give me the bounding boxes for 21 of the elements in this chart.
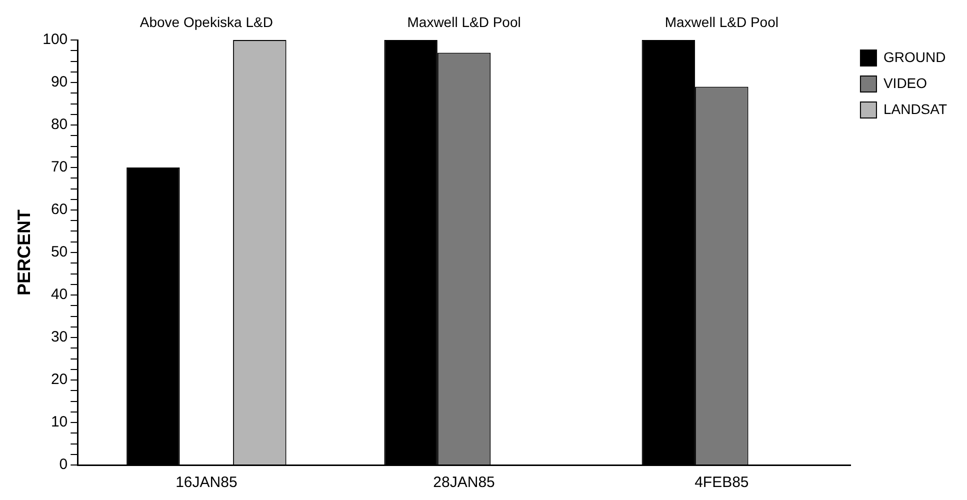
legend-label: GROUND <box>883 48 946 65</box>
legend-label: LANDSAT <box>883 100 948 117</box>
legend-label: VIDEO <box>883 74 928 91</box>
x-tick-label: 28JAN85 <box>433 474 495 492</box>
y-tick-label: 10 <box>50 414 68 431</box>
y-tick-label: 50 <box>50 244 68 261</box>
text: Maxwell L&D Pool <box>407 14 521 30</box>
text: Maxwell L&D Pool <box>664 14 778 30</box>
y-tick-label: 0 <box>59 456 68 474</box>
y-tick-label: 70 <box>50 158 68 176</box>
y-tick-label: 20 <box>50 371 68 388</box>
y-tick-label: 100 <box>42 31 68 48</box>
y-tick-label: 30 <box>50 328 68 346</box>
x-tick-label: 16JAN85 <box>176 474 238 492</box>
y-axis-title: PERCENT <box>14 209 34 296</box>
text: Above Opekiska L&D <box>140 14 273 30</box>
x-tick-label: 4FEB85 <box>694 474 749 492</box>
y-tick-label: 80 <box>50 116 68 134</box>
y-tick-label: 40 <box>50 286 68 304</box>
y-tick-label: 60 <box>50 201 68 218</box>
y-tick-label: 90 <box>50 74 68 91</box>
